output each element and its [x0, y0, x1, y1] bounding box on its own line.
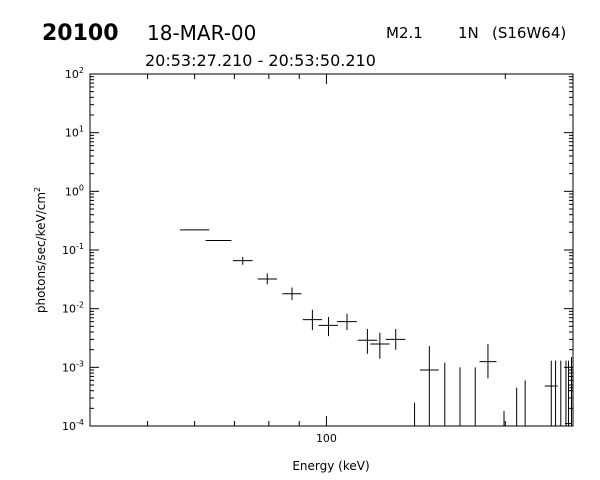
x-tick-label: 100 [316, 432, 337, 445]
y-tick-label-exp: -4 [76, 418, 84, 427]
data-point [479, 343, 497, 379]
data-point [257, 273, 278, 285]
plot-frame [89, 73, 574, 427]
data-point [419, 346, 439, 426]
data-point [337, 313, 357, 331]
y-tick-label: 100 [65, 183, 84, 198]
y-tick-label-base: 10 [62, 361, 76, 374]
data-point [318, 317, 339, 337]
y-tick-label: 101 [65, 125, 84, 140]
y-tick-label-base: 10 [62, 303, 76, 316]
axis-ticks [89, 73, 573, 427]
data-point [232, 256, 253, 265]
y-tick-label: 10-1 [62, 242, 84, 257]
data-point [302, 309, 323, 331]
data-point [370, 332, 390, 359]
event-id: 20100 [42, 21, 119, 46]
event-date: 18-MAR-00 [147, 21, 256, 45]
data-point [569, 357, 573, 426]
y-tick-label-exp: -2 [76, 301, 84, 310]
y-tick-label-exp: -1 [76, 242, 84, 251]
y-tick-label-exp: 0 [79, 183, 84, 192]
x-tick-labels: 100 [316, 432, 337, 445]
optical-class: 1N [458, 24, 479, 42]
data-points [180, 229, 573, 426]
y-tick-label-base: 10 [62, 420, 76, 433]
y-tick-label-exp: -3 [76, 359, 84, 368]
y-axis-title-main: photons/sec/keV/cm [34, 192, 48, 313]
y-tick-label: 102 [65, 66, 84, 81]
y-tick-label-base: 10 [65, 68, 79, 81]
y-tick-label-base: 10 [62, 244, 76, 257]
x-axis-title: Energy (keV) [292, 459, 369, 473]
y-tick-label-exp: 1 [79, 125, 84, 134]
y-axis-title-sup: 2 [33, 187, 42, 192]
y-tick-label: 10-4 [62, 418, 84, 433]
flare-location: (S16W64) [492, 24, 566, 42]
data-point [357, 329, 378, 354]
y-axis-title: photons/sec/keV/cm2 [33, 187, 48, 313]
data-point [282, 287, 302, 301]
y-tick-label-base: 10 [65, 185, 79, 198]
y-tick-label-base: 10 [65, 127, 79, 140]
data-point [564, 360, 573, 426]
y-tick-label: 10-3 [62, 359, 84, 374]
data-point [385, 329, 406, 350]
y-tick-label: 10-2 [62, 301, 84, 316]
time-range: 20:53:27.210 - 20:53:50.210 [145, 51, 376, 70]
y-tick-label-exp: 2 [79, 66, 84, 75]
flare-class: M2.1 [386, 24, 423, 42]
